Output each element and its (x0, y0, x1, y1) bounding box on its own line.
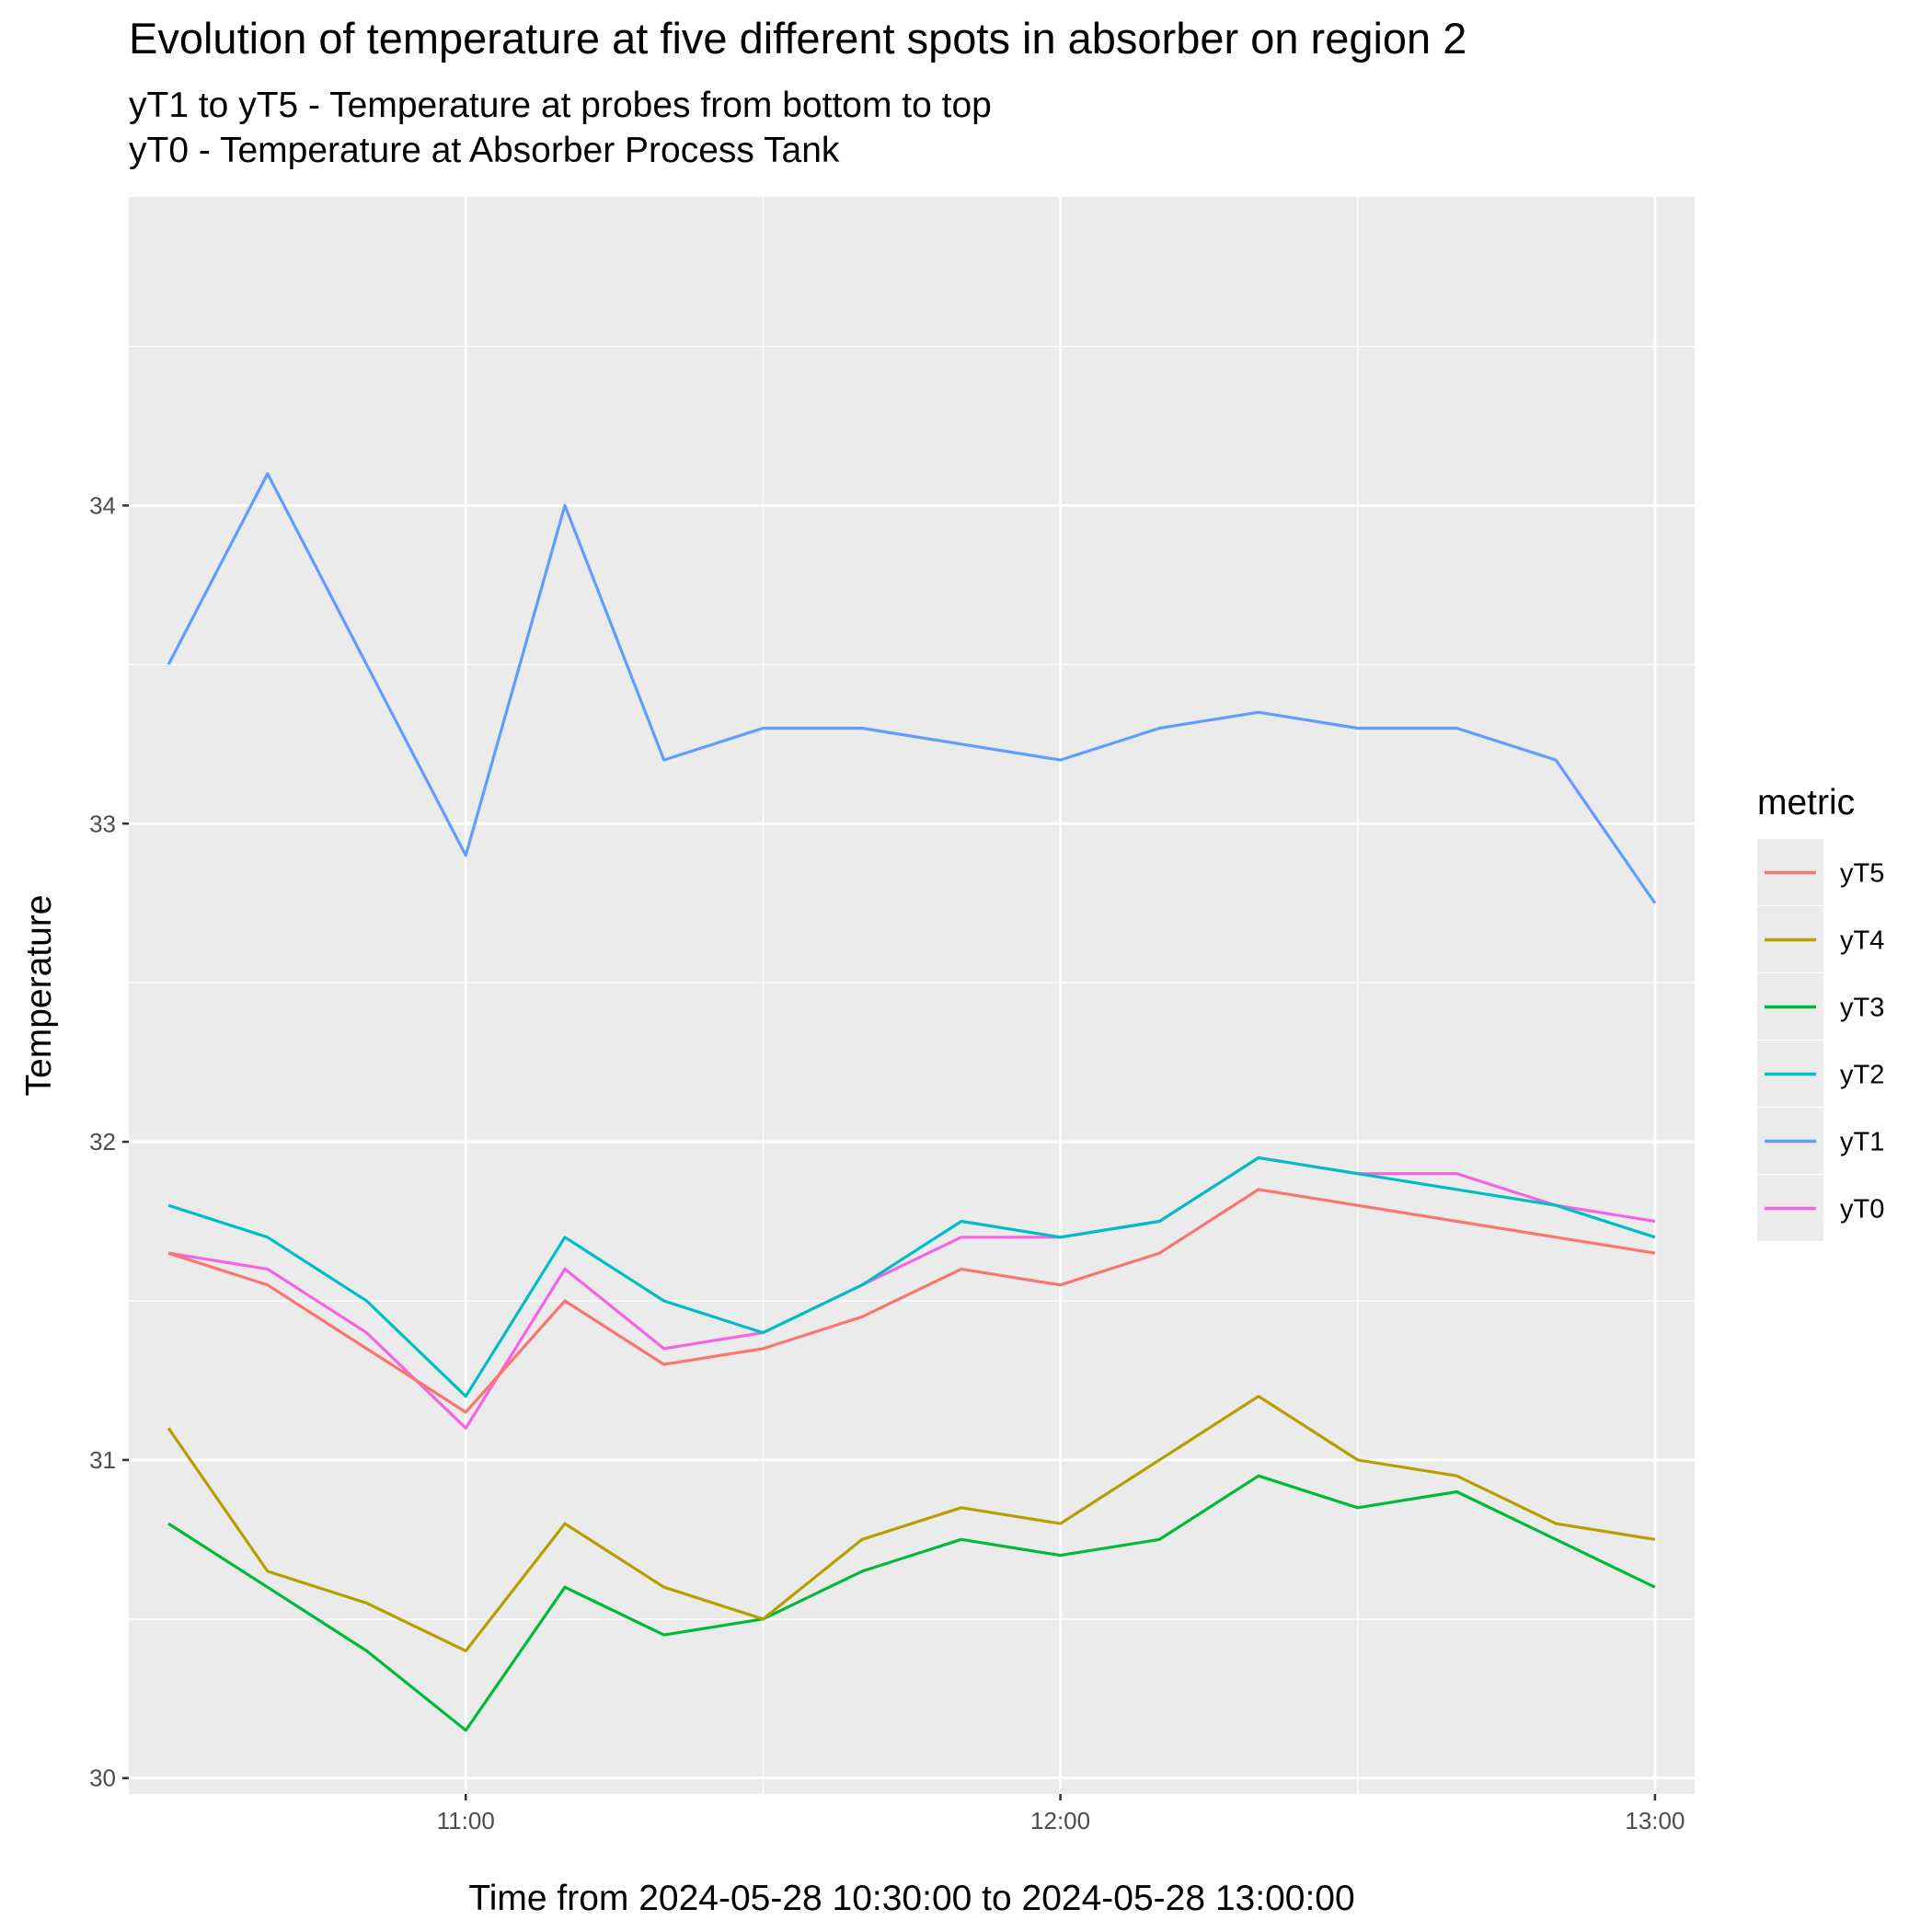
series-line-yT5 (167, 1188, 1656, 1414)
subtitle-line-2: yT0 - Temperature at Absorber Process Ta… (129, 131, 840, 170)
x-tick-label: 11:00 (437, 1807, 495, 1834)
chart-title: Evolution of temperature at five differe… (129, 14, 1467, 63)
legend-label-yT5: yT5 (1840, 859, 1884, 889)
y-tick-label: 34 (89, 491, 116, 519)
x-axis-title: Time from 2024-05-28 10:30:00 to 2024-05… (468, 1879, 1354, 1918)
subtitle-line-1: yT1 to yT5 - Temperature at probes from … (129, 86, 992, 125)
y-axis-title: Temperature (19, 895, 59, 1097)
series-line-yT2 (167, 1156, 1656, 1398)
y-tick-label: 30 (89, 1765, 116, 1792)
series-layer (167, 472, 1657, 1732)
y-tick-label: 31 (89, 1446, 116, 1474)
legend-label-yT0: yT0 (1840, 1195, 1884, 1225)
legend-label-yT3: yT3 (1840, 994, 1884, 1023)
series-line-yT4 (167, 1395, 1656, 1653)
x-tick-label: 12:00 (1030, 1807, 1090, 1834)
legend-label-yT4: yT4 (1840, 926, 1884, 956)
grid-layer (129, 197, 1695, 1794)
series-line-yT1 (167, 472, 1657, 904)
series-line-yT3 (167, 1474, 1656, 1732)
legend-label-yT1: yT1 (1840, 1128, 1884, 1157)
y-tick-label: 32 (89, 1128, 116, 1156)
legend-title: metric (1757, 783, 1855, 822)
legend-label-yT2: yT2 (1840, 1061, 1884, 1090)
chart-subtitle: yT1 to yT5 - Temperature at probes from … (129, 83, 992, 173)
legend: metric yT5 yT4 yT3 yT2 yT1 yT0 (1757, 783, 1884, 1241)
axis-layer: 11:00 12:00 13:00 30 31 32 33 34 (89, 491, 1685, 1834)
plot-panel (129, 197, 1695, 1794)
y-tick-label: 33 (89, 810, 116, 837)
x-tick-label: 13:00 (1625, 1807, 1685, 1834)
